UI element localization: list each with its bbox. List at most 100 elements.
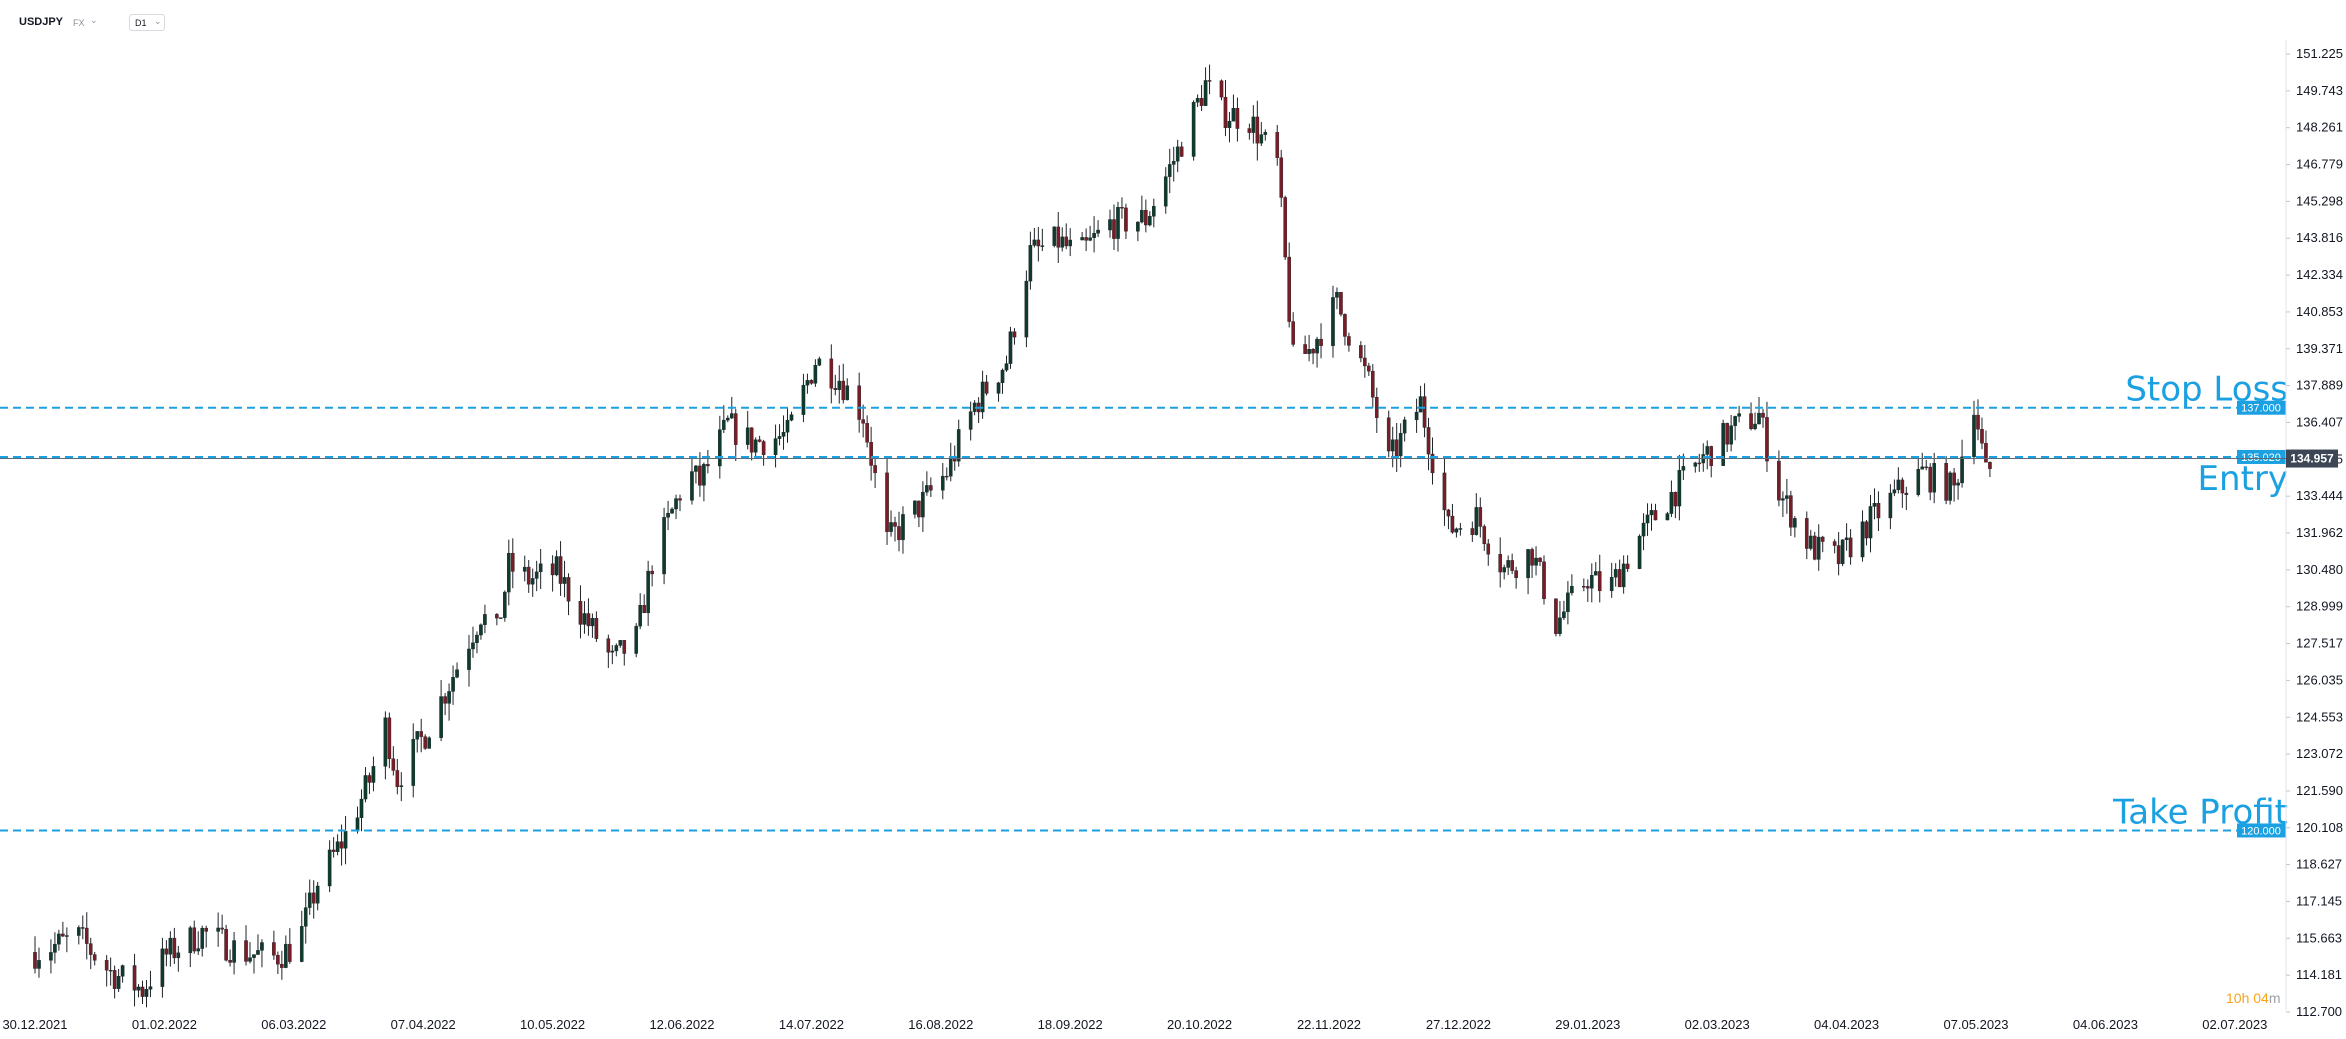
level-price-tag: [2237, 449, 2286, 464]
candle: [232, 932, 236, 975]
candle: [1538, 557, 1542, 567]
candle: [1761, 408, 1765, 428]
candle: [1283, 195, 1288, 261]
date-tick-label: 14.07.2022: [779, 1017, 844, 1032]
candle: [176, 946, 181, 972]
candle: [499, 617, 503, 619]
candle: [1124, 203, 1128, 240]
candle: [1669, 480, 1674, 518]
candle: [276, 951, 280, 975]
candle: [578, 585, 583, 639]
candle: [725, 415, 730, 423]
candle: [1944, 455, 1948, 505]
candle: [885, 458, 889, 545]
candle: [507, 539, 511, 606]
candle: [1359, 341, 1363, 363]
candle: [395, 758, 400, 795]
candle: [1056, 212, 1061, 263]
candle: [1872, 488, 1877, 520]
candle: [1832, 539, 1837, 554]
timeframe-value: D1: [135, 18, 147, 28]
candle: [857, 372, 861, 433]
level-annotation: Stop Loss: [2125, 370, 2288, 410]
candle: [1988, 461, 1992, 478]
date-tick-label: 04.06.2023: [2073, 1017, 2138, 1032]
candle: [1402, 416, 1407, 442]
candle: [897, 511, 901, 552]
candle: [1148, 211, 1152, 227]
price-tick-label: 136.407: [2296, 414, 2343, 429]
candle: [594, 611, 599, 642]
level-price-tag: [2237, 400, 2286, 415]
candle: [1665, 511, 1670, 521]
candle: [614, 643, 619, 657]
price-axis[interactable]: 151.225 149.743 148.261 146.779 145.298 143.8…: [2286, 46, 2343, 1019]
price-tick-label: 137.889: [2296, 378, 2343, 393]
candle: [1621, 555, 1626, 594]
candle: [753, 437, 758, 458]
candle: [1163, 167, 1168, 214]
candle: [984, 375, 989, 396]
candle: [1088, 225, 1092, 242]
candle: [1498, 537, 1503, 588]
candle: [1530, 547, 1534, 578]
candle: [1816, 524, 1821, 571]
candle: [136, 984, 141, 998]
chevron-down-icon[interactable]: ⌄: [90, 15, 98, 25]
candle: [1179, 141, 1184, 157]
candle: [921, 481, 925, 532]
candle: [813, 359, 818, 387]
candle: [1972, 400, 1976, 465]
time-axis[interactable]: 30.12.2021 01.02.2022 06.03.2022 07.04.2022…: [2, 1017, 2267, 1032]
candle: [789, 411, 794, 422]
candle: [638, 593, 642, 630]
level-annotation: Entry: [2198, 459, 2288, 499]
candle: [1896, 467, 1901, 494]
candle: [1737, 405, 1741, 423]
candle: [260, 939, 264, 968]
candle: [57, 929, 61, 951]
candle: [188, 925, 193, 968]
market-label[interactable]: FX: [73, 18, 85, 28]
candle: [694, 464, 698, 484]
price-tick-label: 127.517: [2296, 636, 2343, 651]
candle: [1207, 64, 1212, 95]
candle: [1167, 148, 1172, 194]
candle: [1693, 461, 1698, 473]
timeframe-select[interactable]: D1 ⌄: [129, 14, 165, 31]
candle: [1012, 328, 1017, 345]
candle: [534, 560, 539, 592]
candle: [1617, 559, 1622, 588]
candle: [530, 568, 535, 597]
candle: [443, 693, 447, 716]
candle: [1311, 348, 1315, 365]
price-tick-label: 139.371: [2296, 341, 2343, 356]
candle: [1645, 503, 1650, 536]
candle: [256, 934, 260, 955]
candle: [1526, 548, 1530, 595]
candle: [526, 560, 531, 593]
candle: [646, 560, 650, 626]
candle: [757, 435, 762, 443]
candle: [749, 427, 754, 461]
candle: [1171, 146, 1176, 182]
candle: [913, 500, 917, 519]
candle: [1900, 477, 1905, 508]
candle: [1219, 79, 1224, 101]
candle: [1673, 491, 1678, 519]
candle: [1812, 531, 1817, 561]
symbol-label[interactable]: USDJPY: [19, 16, 64, 28]
date-tick-label: 04.04.2023: [1814, 1017, 1879, 1032]
date-tick-label: 06.03.2022: [261, 1017, 326, 1032]
candle: [1904, 486, 1909, 510]
candle: [674, 494, 678, 520]
candle: [399, 772, 404, 802]
candle: [467, 634, 471, 687]
candle: [841, 363, 846, 404]
candle: [1848, 529, 1853, 565]
